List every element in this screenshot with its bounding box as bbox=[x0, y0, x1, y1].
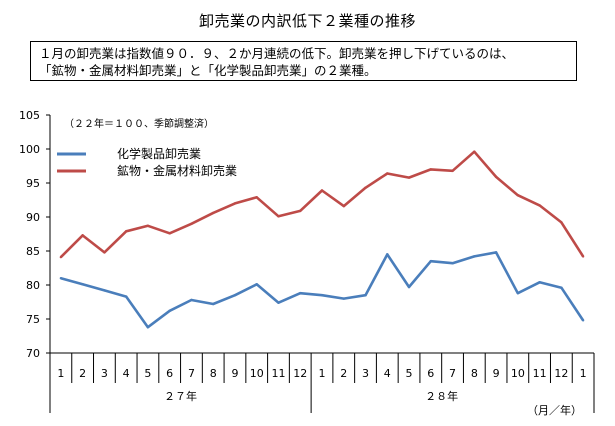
x-tick-label: 8 bbox=[471, 367, 478, 380]
data-point bbox=[212, 211, 215, 215]
x-axis-label: （月／年） bbox=[527, 403, 582, 417]
data-point bbox=[146, 224, 150, 228]
data-point bbox=[494, 175, 498, 179]
data-point bbox=[581, 255, 585, 258]
year-group-label: ２８年 bbox=[425, 389, 458, 403]
x-tick-label: 10 bbox=[511, 367, 525, 380]
data-point bbox=[473, 150, 476, 153]
data-point bbox=[190, 222, 193, 225]
x-tick-label: 7 bbox=[449, 367, 456, 380]
x-tick-label: 7 bbox=[188, 367, 195, 380]
data-point bbox=[538, 204, 541, 207]
data-point bbox=[429, 260, 432, 263]
data-point bbox=[516, 291, 520, 295]
x-tick-label: 12 bbox=[554, 367, 568, 380]
data-point bbox=[277, 301, 280, 304]
data-point bbox=[560, 221, 563, 224]
data-point bbox=[320, 189, 324, 192]
x-tick-label: 4 bbox=[384, 367, 391, 380]
data-point bbox=[103, 289, 106, 292]
y-tick-label: 70 bbox=[26, 347, 40, 360]
data-point bbox=[168, 232, 171, 235]
data-point bbox=[212, 302, 215, 306]
data-point bbox=[516, 194, 520, 197]
y-tick-label: 100 bbox=[19, 143, 40, 156]
x-tick-label: 10 bbox=[250, 367, 264, 380]
data-point bbox=[451, 169, 454, 172]
data-point bbox=[364, 294, 367, 297]
data-point bbox=[342, 297, 345, 300]
data-point bbox=[386, 172, 389, 175]
data-point bbox=[386, 253, 389, 256]
legend-label: 化学製品卸売業 bbox=[117, 146, 201, 161]
data-point bbox=[299, 209, 302, 213]
summary-note-box: １月の卸売業は指数値９０．９、２か月連続の低下。卸売業を押し下げているのは、 「… bbox=[30, 41, 577, 81]
x-tick-label: 1 bbox=[319, 367, 326, 380]
y-tick-label: 105 bbox=[19, 109, 40, 122]
data-point bbox=[560, 286, 563, 289]
x-tick-label: 2 bbox=[79, 367, 86, 380]
x-tick-label: 12 bbox=[293, 367, 307, 380]
legend-label: 鉱物・金属材料卸売業 bbox=[117, 163, 237, 178]
x-tick-label: 5 bbox=[406, 367, 413, 380]
data-point bbox=[190, 298, 193, 302]
summary-note-line-1: １月の卸売業は指数値９０．９、２か月連続の低下。卸売業を押し下げているのは、 bbox=[39, 46, 515, 61]
x-tick-label: 4 bbox=[123, 367, 130, 380]
data-point bbox=[81, 234, 84, 237]
data-point bbox=[538, 281, 541, 284]
page-title: 卸売業の内訳低下２業種の推移 bbox=[198, 12, 416, 30]
y-tick-label: 90 bbox=[26, 211, 40, 224]
chart-caption: （２２年＝１００、季節調整済） bbox=[64, 117, 214, 130]
y-tick-label: 85 bbox=[26, 245, 40, 258]
data-point bbox=[581, 319, 585, 322]
data-point bbox=[59, 277, 63, 280]
data-point bbox=[320, 294, 324, 297]
data-point bbox=[429, 168, 432, 171]
data-point bbox=[103, 251, 106, 254]
data-point bbox=[494, 251, 498, 254]
data-point bbox=[277, 215, 280, 218]
x-tick-label: 11 bbox=[533, 367, 547, 380]
x-tick-label: 3 bbox=[101, 367, 108, 380]
data-point bbox=[473, 255, 476, 258]
x-tick-label: 2 bbox=[340, 367, 347, 380]
x-tick-label: 9 bbox=[493, 367, 500, 380]
data-point bbox=[364, 186, 367, 189]
y-tick-label: 80 bbox=[26, 279, 40, 292]
data-point bbox=[451, 262, 454, 265]
data-point bbox=[168, 309, 171, 313]
data-point bbox=[407, 176, 411, 179]
data-point bbox=[342, 204, 345, 208]
series-line-1 bbox=[60, 251, 585, 329]
y-tick-label: 75 bbox=[26, 313, 40, 326]
x-tick-label: 5 bbox=[144, 367, 151, 380]
y-tick-label: 95 bbox=[26, 177, 40, 190]
data-point bbox=[233, 202, 237, 205]
data-point bbox=[299, 291, 302, 295]
data-point bbox=[233, 294, 237, 297]
data-point bbox=[124, 295, 128, 298]
data-point bbox=[255, 283, 258, 286]
data-point bbox=[255, 196, 258, 199]
year-group-label: ２７年 bbox=[164, 389, 197, 403]
x-tick-label: 9 bbox=[231, 367, 238, 380]
x-tick-label: 1 bbox=[580, 367, 587, 380]
data-point bbox=[81, 283, 84, 286]
series-lines bbox=[59, 150, 585, 329]
x-tick-label: 3 bbox=[362, 367, 369, 380]
x-tick-label: 6 bbox=[427, 367, 434, 380]
data-point bbox=[59, 255, 63, 259]
summary-note-line-2: 「鉱物・金属材料卸売業」と「化学製品卸売業」の２業種。 bbox=[39, 63, 377, 78]
x-tick-label: 1 bbox=[57, 367, 64, 380]
data-point bbox=[146, 325, 150, 329]
data-point bbox=[407, 285, 411, 289]
x-tick-label: 8 bbox=[210, 367, 217, 380]
x-tick-label: 11 bbox=[271, 367, 285, 380]
x-tick-label: 6 bbox=[166, 367, 173, 380]
data-point bbox=[124, 230, 128, 233]
